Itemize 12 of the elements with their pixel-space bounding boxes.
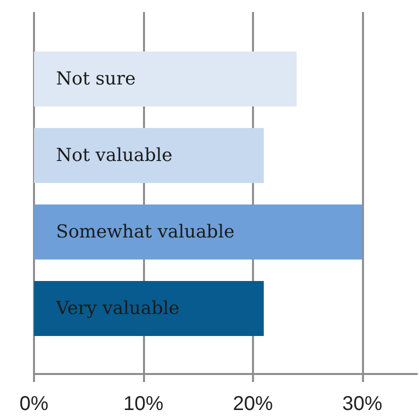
bar [34,204,362,260]
y-tick-label: Not valuable [56,145,172,166]
x-tick-label: 10% [123,393,164,415]
x-tick-label: 20% [232,393,274,415]
y-tick-label: Very valuable [55,298,180,319]
bar [34,52,297,106]
bar [34,281,264,336]
bar [34,128,264,183]
y-tick-label: Not sure [56,68,136,90]
y-tick-label: Somewhat valuable [56,222,234,242]
x-tick-label: 0% [20,393,49,415]
x-tick-label: 30% [342,393,383,415]
